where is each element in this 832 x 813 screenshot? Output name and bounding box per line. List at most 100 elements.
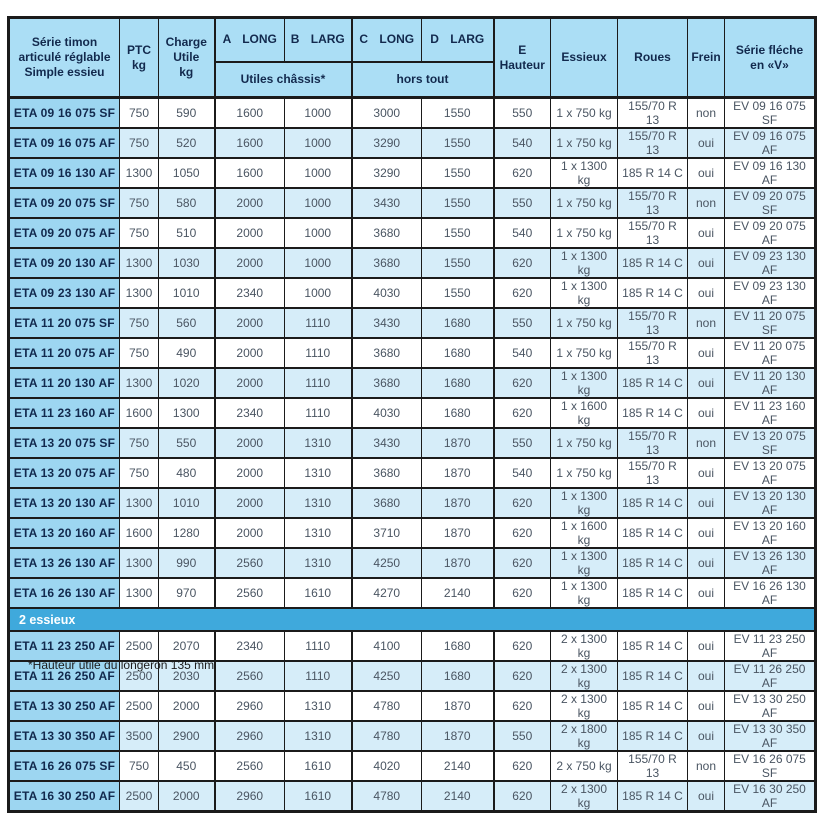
value-cell: 560 <box>158 307 215 339</box>
table-row: ETA 09 16 075 AF 750 520 1600 1000 3290 1550 54… <box>8 127 816 159</box>
value-cell: 2500 <box>119 690 159 722</box>
value-cell: 1 x 1300 kg <box>550 277 618 309</box>
header-c-long: C LONG <box>350 16 422 63</box>
value-cell: EV 13 30 350 AF <box>724 720 816 752</box>
value-cell: 750 <box>119 217 159 249</box>
value-cell: 3680 <box>350 337 422 369</box>
value-cell: 4780 <box>350 690 422 722</box>
value-cell: 1600 <box>213 157 285 189</box>
table-row: ETA 13 20 075 SF 750 550 2000 1310 3430 1870 55… <box>8 427 816 459</box>
value-cell: 1600 <box>119 517 159 549</box>
value-cell: 1010 <box>158 277 215 309</box>
value-cell: EV 13 26 130 AF <box>724 547 816 579</box>
value-cell: EV 09 23 130 AF <box>724 277 816 309</box>
value-cell: 1600 <box>213 127 285 159</box>
value-cell: 2500 <box>119 630 159 662</box>
value-cell: oui <box>687 457 725 489</box>
section-label: 2 essieux <box>8 607 816 632</box>
model-cell: ETA 16 26 130 AF <box>8 577 120 609</box>
value-cell: 1020 <box>158 367 215 399</box>
value-cell: oui <box>687 780 725 813</box>
value-cell: 2000 <box>158 690 215 722</box>
value-cell: oui <box>687 690 725 722</box>
header-utiles-chassis: Utiles châssis* <box>213 60 352 99</box>
header-roues: Roues <box>617 16 688 99</box>
value-cell: 1110 <box>284 630 352 662</box>
value-cell: 550 <box>158 427 215 459</box>
catalog-page: Série timon articulé réglable Simple ess… <box>7 16 817 813</box>
value-cell: non <box>687 96 725 129</box>
value-cell: 185 R 14 C <box>617 367 688 399</box>
model-cell: ETA 09 20 075 SF <box>8 187 120 219</box>
value-cell: 2960 <box>213 690 285 722</box>
value-cell: 1 x 750 kg <box>550 337 618 369</box>
value-cell: 1870 <box>421 517 494 549</box>
value-cell: 620 <box>492 577 551 609</box>
value-cell: 1550 <box>421 127 494 159</box>
value-cell: 185 R 14 C <box>617 660 688 692</box>
value-cell: 1 x 750 kg <box>550 217 618 249</box>
table-row: ETA 11 20 075 AF 750 490 2000 1110 3680 1680 54… <box>8 337 816 369</box>
value-cell: 1 x 1300 kg <box>550 247 618 279</box>
value-cell: EV 09 16 130 AF <box>724 157 816 189</box>
value-cell: 1870 <box>421 487 494 519</box>
value-cell: 2560 <box>213 577 285 609</box>
header-essieux: Essieux <box>550 16 618 99</box>
value-cell: 1310 <box>284 487 352 519</box>
value-cell: 1110 <box>284 307 352 339</box>
value-cell: EV 11 20 130 AF <box>724 367 816 399</box>
value-cell: 550 <box>492 96 551 129</box>
value-cell: 1680 <box>421 630 494 662</box>
value-cell: 1550 <box>421 217 494 249</box>
spec-table: Série timon articulé réglable Simple ess… <box>7 16 817 813</box>
value-cell: 2000 <box>213 307 285 339</box>
value-cell: 520 <box>158 127 215 159</box>
value-cell: 1110 <box>284 337 352 369</box>
value-cell: EV 11 26 250 AF <box>724 660 816 692</box>
value-cell: 185 R 14 C <box>617 157 688 189</box>
value-cell: 3500 <box>119 720 159 752</box>
table-row: ETA 16 26 130 AF 1300 970 2560 1610 4270 2140 6… <box>8 577 816 609</box>
value-cell: 155/70 R 13 <box>617 217 688 249</box>
value-cell: 155/70 R 13 <box>617 750 688 782</box>
value-cell: 4780 <box>350 780 422 813</box>
value-cell: 620 <box>492 247 551 279</box>
value-cell: 1000 <box>284 96 352 129</box>
value-cell: 2000 <box>158 780 215 813</box>
value-cell: oui <box>687 127 725 159</box>
value-cell: 620 <box>492 630 551 662</box>
value-cell: oui <box>687 630 725 662</box>
value-cell: 3680 <box>350 367 422 399</box>
value-cell: EV 13 20 075 SF <box>724 427 816 459</box>
value-cell: 1110 <box>284 397 352 429</box>
value-cell: 1 x 750 kg <box>550 307 618 339</box>
value-cell: 185 R 14 C <box>617 720 688 752</box>
model-cell: ETA 09 16 075 AF <box>8 127 120 159</box>
value-cell: 540 <box>492 217 551 249</box>
value-cell: 1300 <box>158 397 215 429</box>
value-cell: 1310 <box>284 547 352 579</box>
value-cell: non <box>687 187 725 219</box>
value-cell: 1680 <box>421 660 494 692</box>
value-cell: 3680 <box>350 247 422 279</box>
value-cell: 155/70 R 13 <box>617 96 688 129</box>
value-cell: 620 <box>492 157 551 189</box>
value-cell: 4020 <box>350 750 422 782</box>
value-cell: 155/70 R 13 <box>617 187 688 219</box>
header-frein: Frein <box>687 16 725 99</box>
table-body: ETA 09 16 075 SF 750 590 1600 1000 3000 1550 55… <box>8 96 816 813</box>
model-cell: ETA 16 30 250 AF <box>8 780 120 813</box>
value-cell: 1 x 1600 kg <box>550 397 618 429</box>
value-cell: 1 x 1300 kg <box>550 487 618 519</box>
table-row: ETA 09 20 130 AF 1300 1030 2000 1000 3680 1550… <box>8 247 816 279</box>
value-cell: 620 <box>492 367 551 399</box>
value-cell: 580 <box>158 187 215 219</box>
value-cell: EV 11 20 075 AF <box>724 337 816 369</box>
value-cell: 3680 <box>350 487 422 519</box>
value-cell: EV 13 20 075 AF <box>724 457 816 489</box>
value-cell: 1680 <box>421 307 494 339</box>
value-cell: EV 11 23 160 AF <box>724 397 816 429</box>
value-cell: 185 R 14 C <box>617 397 688 429</box>
value-cell: oui <box>687 487 725 519</box>
value-cell: 1610 <box>284 750 352 782</box>
